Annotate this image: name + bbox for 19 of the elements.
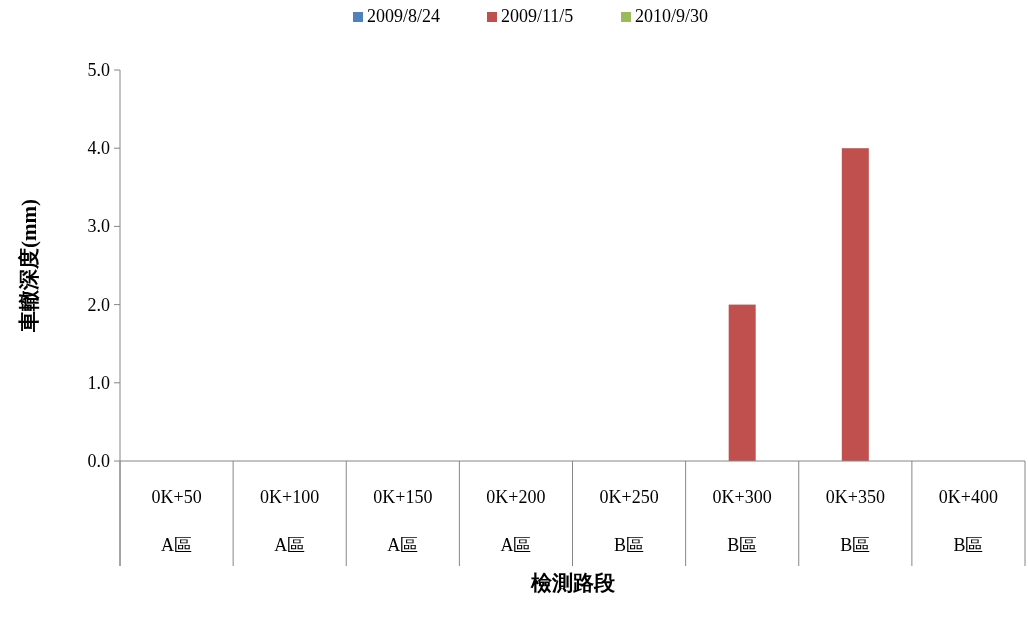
y-tick-label: 2.0	[87, 294, 110, 315]
category-label: 0K+100 A區	[260, 487, 320, 555]
category-label: 0K+200 A區	[486, 487, 546, 555]
y-tick-label: 4.0	[87, 138, 110, 159]
legend-label: 2010/9/30	[635, 6, 709, 26]
y-tick-label: 1.0	[87, 372, 110, 393]
y-axis-title: 車轍深度(mm)	[17, 199, 41, 333]
y-tick-label: 5.0	[87, 60, 110, 80]
category-label: 0K+50 A區	[151, 487, 202, 555]
category-label: 0K+250 B區	[599, 487, 659, 555]
category-label: 0K+400 B區	[938, 487, 999, 555]
category-label: 0K+300 B區	[712, 487, 772, 555]
y-tick-label: 3.0	[87, 216, 110, 237]
x-axis-title: 檢測路段	[529, 571, 616, 595]
y-tick-label: 0.0	[87, 451, 110, 471]
category-label: 0K+350 B區	[825, 487, 885, 555]
legend-label: 2009/11/5	[501, 6, 574, 26]
category-label: 0K+150 A區	[373, 487, 433, 555]
legend-label: 2009/8/24	[367, 6, 441, 26]
